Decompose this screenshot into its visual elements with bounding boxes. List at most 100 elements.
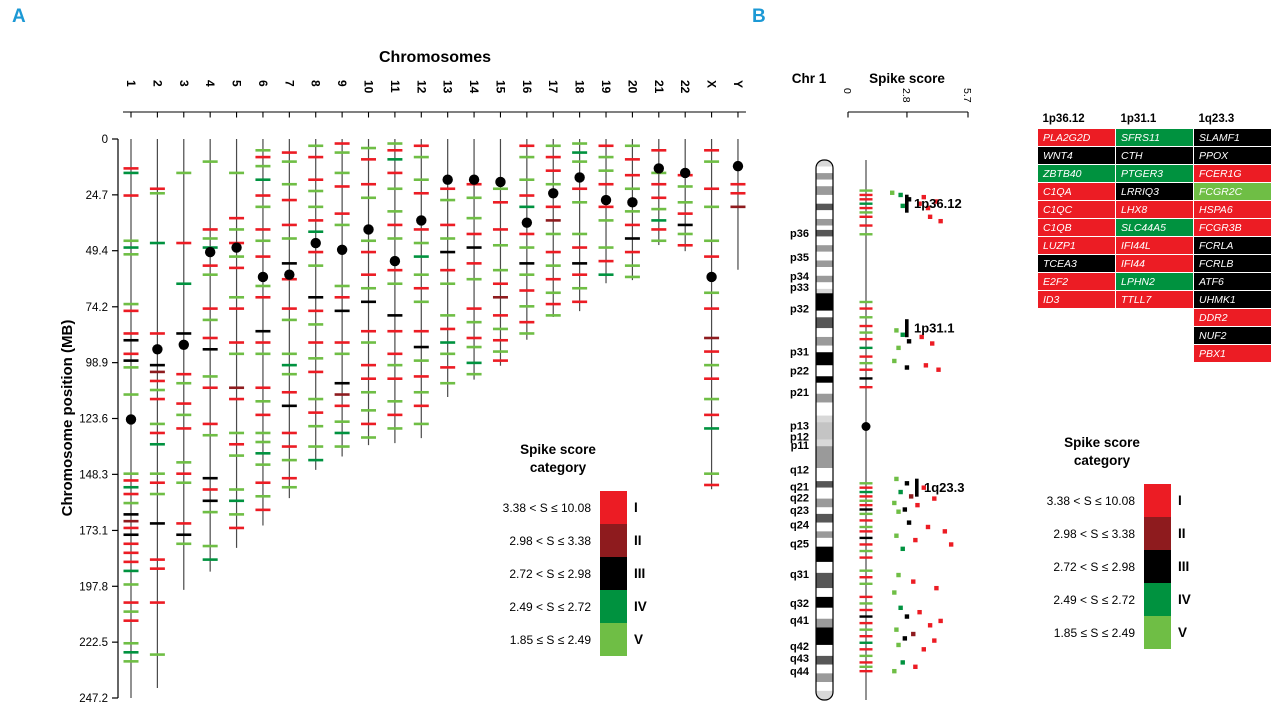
gene-cell: ATF6 (1193, 272, 1272, 291)
spike-tick (308, 341, 324, 344)
chromosome-21 (651, 139, 667, 246)
legend-numeral: V (634, 632, 644, 648)
spike-score-legend-b: Spike score category 3.38 < S ≤ 10.08 I 2.9… (994, 434, 1210, 650)
svg-text:p35: p35 (790, 252, 809, 264)
spike-tick (519, 246, 535, 249)
gene-cell: LRRIQ3 (1115, 182, 1194, 201)
spike-tick (859, 198, 873, 201)
spike-tick (413, 286, 429, 290)
gene-cell: CTH (1115, 146, 1194, 165)
spike-tick (572, 187, 588, 191)
spike-point (892, 358, 897, 364)
spike-tick (624, 223, 640, 227)
chr1-ideogram (816, 160, 833, 700)
spike-tick (229, 386, 245, 390)
ideogram-band (816, 267, 833, 276)
legend-numeral: III (1178, 559, 1190, 575)
spike-tick (255, 149, 271, 152)
spike-tick (308, 411, 324, 414)
panel-a-y-axis: 0 24.7 49.4 74.2 98.9 123.6 148.3 173.1 197.8 222… (79, 134, 119, 705)
legend-swatch (1144, 616, 1171, 650)
gene-cell: FCER1G (1193, 164, 1272, 183)
legend-swatch (600, 557, 627, 591)
spike-tick (466, 345, 482, 349)
spike-tick (704, 413, 720, 417)
svg-text:1p31.1: 1p31.1 (914, 321, 954, 336)
spike-tick (859, 648, 873, 651)
spike-point (902, 507, 908, 512)
spike-tick (229, 513, 245, 516)
legend-numeral: II (1178, 526, 1186, 542)
gene-column-header: 1p31.1 (1120, 113, 1157, 125)
gene-cell: TCEA3 (1037, 254, 1116, 273)
spike-tick (413, 155, 429, 159)
legend-numeral: I (1178, 493, 1182, 509)
spike-tick (387, 223, 403, 227)
centromere-dot (548, 188, 559, 199)
centromere-dot (389, 255, 401, 267)
spike-tick (334, 284, 350, 288)
spike-point (942, 529, 948, 534)
spike-tick (859, 224, 873, 227)
svg-text:5: 5 (230, 80, 244, 87)
gene-cell: FCRLA (1193, 236, 1272, 255)
ideogram-band (816, 260, 833, 268)
ideogram-band (816, 282, 833, 289)
ideogram-band (816, 382, 833, 394)
svg-text:13: 13 (441, 80, 455, 94)
chromosome-12 (413, 139, 429, 439)
spike-tick (334, 352, 350, 356)
ideogram-band (816, 225, 833, 230)
spike-tick (598, 259, 614, 263)
gene-cell: HSPA6 (1193, 200, 1272, 219)
empty-cell (1038, 345, 1116, 363)
spike-tick (123, 660, 139, 663)
spike-tick (519, 289, 535, 292)
spike-tick (598, 219, 614, 222)
spike-tick (387, 268, 403, 272)
centromere-dot (178, 339, 189, 350)
legend-numeral: IV (1178, 592, 1191, 608)
svg-text:1: 1 (124, 80, 138, 87)
legend-item-I: 3.38 < S ≤ 10.08 I (450, 491, 666, 525)
svg-text:98.9: 98.9 (86, 358, 108, 370)
spike-point (934, 199, 939, 204)
svg-text:q44: q44 (790, 666, 810, 678)
legend-swatch (1144, 583, 1171, 617)
spike-tick (859, 549, 873, 553)
svg-text:15: 15 (493, 80, 507, 94)
spike-tick (123, 332, 139, 335)
spike-tick (123, 526, 139, 530)
centromere-dot (363, 224, 374, 235)
ideogram-band (816, 179, 833, 187)
spike-score-points (890, 190, 954, 674)
legend-title-line2: category (1073, 452, 1131, 468)
spike-tick (413, 345, 429, 349)
spike-tick (202, 228, 218, 231)
spike-tick (545, 219, 561, 222)
spike-tick (255, 481, 271, 485)
svg-text:222.5: 222.5 (79, 637, 108, 649)
spike-tick (308, 155, 324, 159)
centromere-dot (152, 344, 163, 355)
spike-tick (334, 295, 350, 299)
gene-cell: PLA2G2D (1037, 128, 1116, 147)
spike-tick (255, 155, 271, 159)
spike-tick (387, 187, 403, 191)
svg-text:7: 7 (282, 80, 296, 87)
spike-tick (651, 219, 667, 222)
spike-tick (281, 198, 297, 202)
spike-tick (229, 171, 245, 175)
svg-text:74.2: 74.2 (86, 302, 108, 314)
spike-tick (859, 211, 873, 214)
spike-tick (624, 250, 640, 254)
legend-item-IV: 2.49 < S ≤ 2.72 IV (994, 583, 1210, 617)
centromere-dot (679, 167, 691, 179)
spike-tick (255, 329, 271, 333)
svg-text:Y: Y (731, 80, 745, 88)
svg-text:q21: q21 (790, 482, 809, 494)
svg-text:q25: q25 (790, 538, 809, 550)
gene-cell: SLC44A5 (1115, 218, 1194, 237)
spike-tick (361, 329, 377, 333)
chromosome-6 (255, 139, 271, 526)
